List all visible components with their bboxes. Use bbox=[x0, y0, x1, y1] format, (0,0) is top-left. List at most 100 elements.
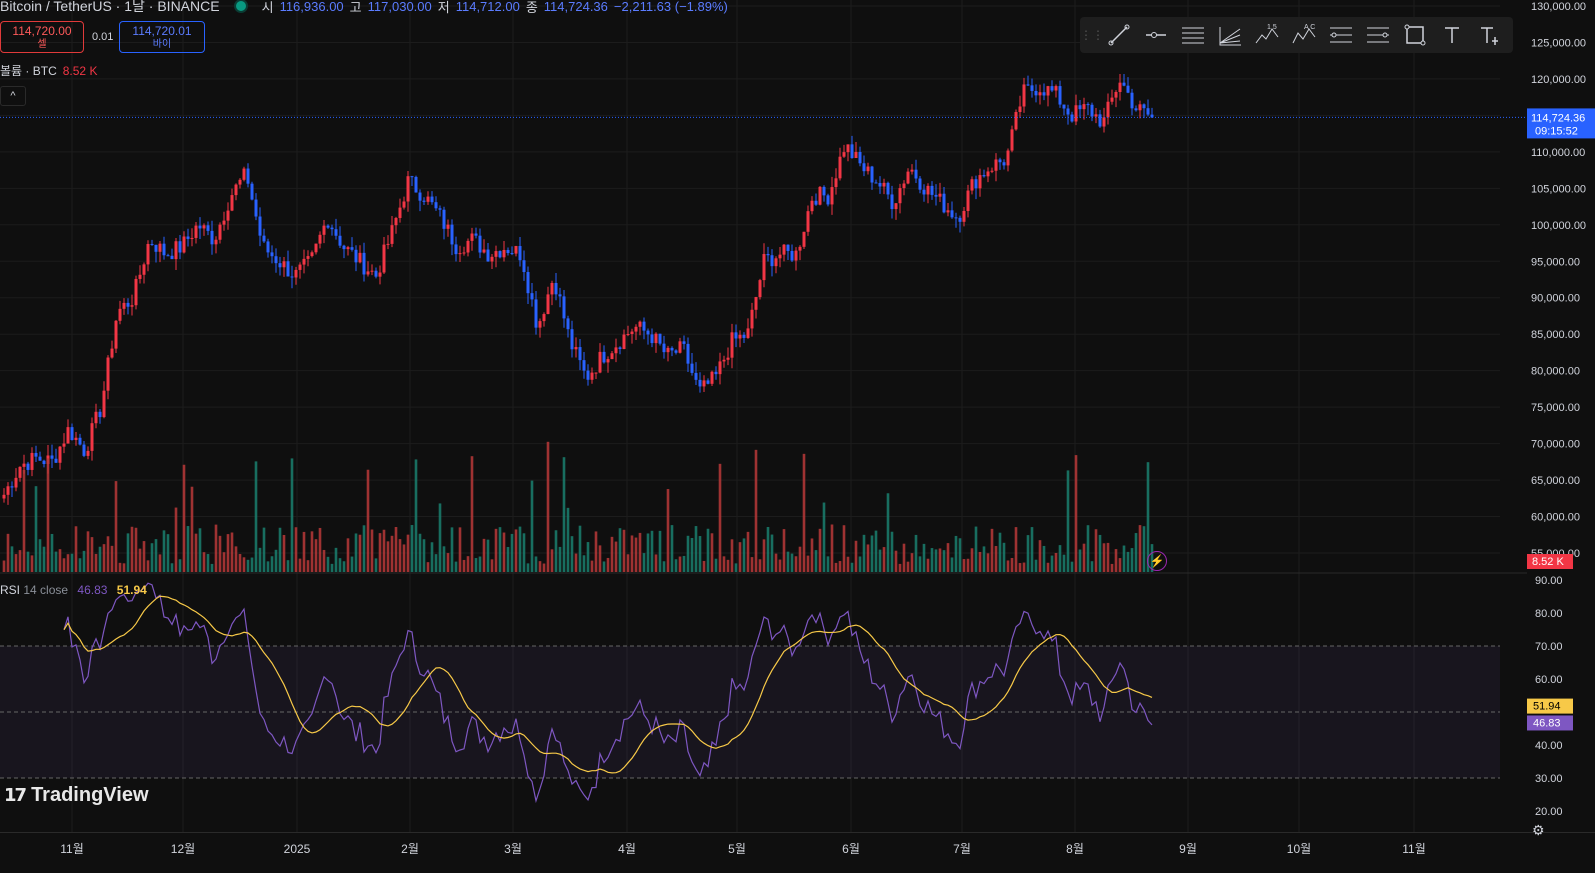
price-scale[interactable]: 130,000.00 125,000.00 120,000.00 110,000.00… bbox=[1527, 0, 1595, 832]
candle-body bbox=[858, 152, 862, 164]
candle-body bbox=[598, 351, 602, 373]
time-scale[interactable]: 11월 12월 2025 2월 3월 4월 5월 6월 7월 8월 9월 10월 11월 bbox=[0, 833, 1595, 868]
volume-bar bbox=[350, 556, 354, 572]
volume-bar bbox=[406, 534, 410, 572]
volume-bar bbox=[854, 540, 858, 572]
volume-bar bbox=[430, 542, 434, 572]
candle-body bbox=[642, 321, 646, 331]
time-axis-label: 11월 bbox=[1402, 842, 1426, 856]
chart-area[interactable] bbox=[0, 0, 1527, 832]
trend-line-icon[interactable] bbox=[1100, 17, 1137, 53]
candle-body bbox=[890, 194, 894, 210]
sell-price: 114,720.00 bbox=[12, 24, 72, 38]
volume-bar bbox=[858, 556, 862, 572]
volume-bar bbox=[1058, 545, 1062, 572]
candle-body bbox=[62, 443, 66, 447]
gear-icon[interactable]: ⚙ bbox=[1532, 822, 1545, 838]
candle-body bbox=[246, 168, 250, 184]
candle-body bbox=[1102, 117, 1106, 127]
svg-text:A C: A C bbox=[1304, 24, 1315, 31]
volume-bar bbox=[374, 558, 378, 572]
candle-body bbox=[294, 269, 298, 278]
volume-bar bbox=[146, 560, 150, 572]
candle-body bbox=[474, 233, 478, 236]
candle-body bbox=[2, 494, 6, 499]
candle-body bbox=[1014, 112, 1018, 130]
lightning-icon[interactable]: ⚡ bbox=[1147, 551, 1167, 571]
candle-body bbox=[1022, 84, 1026, 107]
volume-bar bbox=[790, 553, 794, 572]
volume-bar bbox=[1086, 525, 1090, 572]
elliott-wave-icon[interactable]: 1 5 bbox=[1248, 17, 1285, 53]
candle-body bbox=[1002, 162, 1006, 166]
symbol-title[interactable]: Bitcoin / TetherUS · 1날 · BINANCE bbox=[0, 0, 220, 14]
volume-bar bbox=[550, 549, 554, 572]
volume-bar bbox=[978, 551, 982, 572]
time-axis[interactable]: 11월 12월 2025 2월 3월 4월 5월 6월 7월 8월 9월 10월 11월 bbox=[0, 832, 1595, 868]
volume-bar bbox=[938, 548, 942, 572]
parallel-channel-icon[interactable] bbox=[1174, 17, 1211, 53]
buy-button[interactable]: 114,720.01 바이 bbox=[119, 21, 205, 53]
volume-bar bbox=[778, 559, 782, 572]
price-axis[interactable]: 130,000.00 125,000.00 120,000.00 110,000.00… bbox=[1527, 0, 1595, 832]
volume-bar bbox=[830, 524, 834, 572]
candle-body bbox=[550, 282, 554, 295]
volume-bar bbox=[26, 551, 30, 572]
volume-legend[interactable]: 볼륨 · BTC 8.52 K bbox=[0, 62, 97, 79]
rectangle-icon[interactable] bbox=[1396, 17, 1433, 53]
candle-body bbox=[430, 196, 434, 203]
candle-body bbox=[458, 253, 462, 255]
candle-body bbox=[834, 178, 838, 188]
volume-bar bbox=[946, 543, 950, 572]
tradingview-logo[interactable]: 𝟭𝟳 TradingView bbox=[4, 784, 149, 807]
text-icon[interactable] bbox=[1433, 17, 1470, 53]
volume-bar bbox=[366, 469, 370, 572]
volume-bar bbox=[334, 547, 338, 572]
candle-body bbox=[774, 258, 778, 267]
volume-bar bbox=[158, 554, 162, 572]
volume-bar bbox=[762, 539, 766, 572]
candle-body bbox=[1058, 86, 1062, 105]
candle-body bbox=[1050, 86, 1054, 91]
fib-retracement-icon[interactable] bbox=[1322, 17, 1359, 53]
candle-body bbox=[238, 179, 242, 185]
collapse-button[interactable]: ^ bbox=[0, 86, 26, 106]
text-note-icon[interactable] bbox=[1470, 17, 1507, 53]
volume-bar bbox=[998, 532, 1002, 572]
volume-bar bbox=[1106, 542, 1110, 572]
candle-body bbox=[602, 351, 606, 363]
candle-body bbox=[194, 225, 198, 238]
volume-bar bbox=[786, 551, 790, 572]
candle-body bbox=[938, 193, 942, 197]
volume-bar bbox=[482, 538, 486, 572]
volume-bar bbox=[638, 532, 642, 572]
xabcd-pattern-icon[interactable]: A C bbox=[1285, 17, 1322, 53]
volume-bar bbox=[558, 546, 562, 572]
volume-bar bbox=[1002, 542, 1006, 572]
candle-body bbox=[870, 166, 874, 183]
volume-bar bbox=[1122, 545, 1126, 572]
candle-body bbox=[1018, 106, 1022, 113]
candle-body bbox=[982, 175, 986, 177]
drag-handle-icon[interactable]: ⋮⋮ bbox=[1080, 28, 1104, 42]
sell-button[interactable]: 114,720.00 셀 bbox=[0, 21, 84, 53]
horizontal-ray-icon[interactable] bbox=[1137, 17, 1174, 53]
candle-body bbox=[38, 456, 42, 461]
candle-body bbox=[1130, 92, 1134, 109]
main-chart[interactable] bbox=[0, 0, 1527, 832]
candle-body bbox=[58, 446, 62, 463]
rsi-legend[interactable]: RSI 14 close 46.83 51.94 bbox=[0, 583, 147, 597]
candle-body bbox=[810, 200, 814, 212]
candle-body bbox=[618, 347, 622, 349]
candle-body bbox=[990, 170, 994, 172]
candle-body bbox=[958, 217, 962, 222]
volume-bar bbox=[850, 562, 854, 572]
volume-bar bbox=[98, 546, 102, 572]
candle-body bbox=[358, 252, 362, 263]
rsi-axis-label: 40.00 bbox=[1535, 740, 1563, 752]
candle-body bbox=[922, 189, 926, 195]
volume-bar bbox=[154, 539, 158, 572]
pitchfork-icon[interactable] bbox=[1211, 17, 1248, 53]
fib-extension-icon[interactable] bbox=[1359, 17, 1396, 53]
candle-body bbox=[302, 258, 306, 265]
